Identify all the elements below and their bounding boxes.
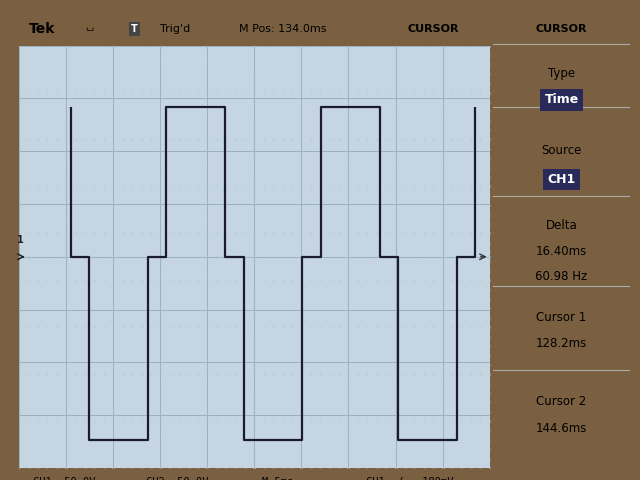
Text: Time: Time	[545, 94, 579, 107]
Text: 1: 1	[17, 235, 24, 245]
Text: M 5ms: M 5ms	[262, 477, 294, 480]
Text: Type: Type	[548, 67, 575, 80]
Text: CURSOR: CURSOR	[536, 24, 588, 34]
Text: CURSOR: CURSOR	[408, 24, 459, 34]
Text: 144.6ms: 144.6ms	[536, 422, 588, 435]
Text: Cursor 2: Cursor 2	[536, 395, 587, 408]
Text: CH1  /  -180mV: CH1 / -180mV	[366, 477, 453, 480]
Text: CH1: CH1	[547, 173, 576, 186]
Text: Delta: Delta	[546, 219, 577, 232]
Text: T: T	[131, 24, 138, 34]
Text: 128.2ms: 128.2ms	[536, 337, 588, 350]
Text: Trig'd: Trig'd	[160, 24, 191, 34]
Text: CH2  50.0V: CH2 50.0V	[146, 477, 209, 480]
Text: Tek: Tek	[29, 22, 55, 36]
Text: ⌞⌟: ⌞⌟	[85, 23, 94, 33]
Text: 60.98 Hz: 60.98 Hz	[536, 270, 588, 283]
Text: Source: Source	[541, 144, 582, 157]
Text: 16.40ms: 16.40ms	[536, 245, 588, 259]
Text: M Pos: 134.0ms: M Pos: 134.0ms	[239, 24, 326, 34]
Text: CH1  50.0V: CH1 50.0V	[33, 477, 96, 480]
Text: Cursor 1: Cursor 1	[536, 311, 587, 324]
